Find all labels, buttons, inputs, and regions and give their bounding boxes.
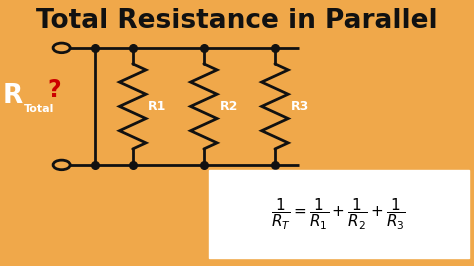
Text: R: R — [2, 83, 23, 109]
Circle shape — [53, 160, 70, 170]
Text: $\dfrac{1}{R_T} = \dfrac{1}{R_1} + \dfrac{1}{R_2} + \dfrac{1}{R_3}$: $\dfrac{1}{R_T} = \dfrac{1}{R_1} + \dfra… — [272, 196, 406, 232]
Text: R3: R3 — [291, 100, 309, 113]
Text: Total Resistance in Parallel: Total Resistance in Parallel — [36, 8, 438, 34]
Text: Total: Total — [24, 104, 54, 114]
Circle shape — [53, 43, 70, 53]
Bar — [209, 170, 469, 258]
Text: ?: ? — [47, 78, 61, 102]
Text: R2: R2 — [219, 100, 238, 113]
Text: R1: R1 — [148, 100, 167, 113]
